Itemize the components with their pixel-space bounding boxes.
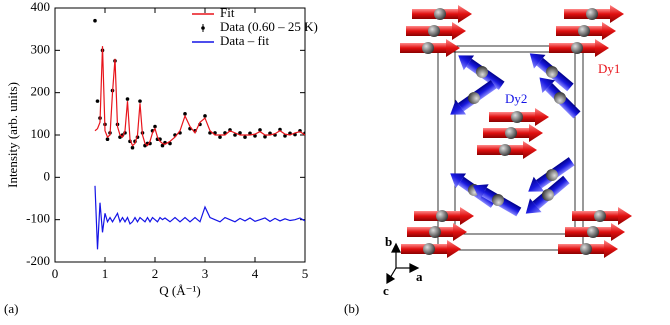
dy1-label: Dy1 [598, 61, 620, 76]
legend-swatch [201, 26, 205, 30]
x-tick-label: 1 [102, 266, 109, 281]
x-tick-label: 0 [52, 266, 59, 281]
chart: -200 -100 0 100 200 300 400 0 1 2 3 4 5 Q (Å⁻¹) Intens… [5, 0, 318, 298]
data-line [94, 46, 305, 147]
x-axis-label: Q (Å⁻¹) [159, 283, 200, 298]
data-point [278, 127, 282, 132]
crystal-structure: Dy1 Dy2 b a c [383, 5, 632, 298]
data-point [263, 134, 267, 139]
data-point [93, 18, 97, 23]
y-tick-label: 100 [31, 126, 51, 141]
dy1-spins [400, 5, 632, 258]
data-point [105, 137, 110, 142]
axis-label: c [383, 283, 389, 298]
data-point [153, 124, 157, 129]
legend-label: Fit [220, 5, 235, 20]
data-point [95, 99, 100, 103]
y-tick-label: 400 [31, 0, 51, 14]
data-point [130, 145, 135, 150]
data-point [125, 97, 130, 101]
data-point [233, 133, 237, 137]
y-tick-label: 0 [44, 168, 51, 183]
data-point [160, 143, 165, 148]
legend-label: Data (0.60 – 25 K) [220, 19, 318, 34]
unit-cell [454, 45, 576, 235]
y-axis-label: Intensity (arb. units) [5, 82, 20, 188]
legend-label: Data – fit [220, 33, 269, 48]
data-point [238, 131, 242, 135]
data-point [248, 131, 252, 136]
axis-triad [386, 242, 420, 285]
axis-label: a [416, 269, 423, 284]
data-point [253, 134, 257, 138]
axis-label: b [385, 234, 392, 249]
x-tick-label: 2 [152, 266, 159, 281]
data-point [203, 114, 207, 118]
x-tick-label: 3 [202, 266, 209, 281]
x-tick-label: 5 [302, 266, 309, 281]
y-tick-label: -200 [26, 253, 50, 268]
y-tick-label: -100 [26, 211, 50, 226]
data-point [183, 112, 187, 116]
y-tick-label: 200 [31, 84, 51, 99]
data-point [218, 135, 222, 139]
data-line [94, 185, 305, 250]
data-point [283, 134, 287, 138]
unit-cell [437, 51, 584, 251]
y-tick-label: 300 [31, 41, 51, 56]
data-point [138, 99, 142, 103]
panel-label: (a) [4, 301, 18, 316]
data-point [243, 135, 247, 139]
data-point [258, 128, 262, 132]
x-tick-label: 4 [252, 266, 259, 281]
panel-label: (b) [344, 301, 359, 316]
dy2-label: Dy2 [505, 91, 527, 106]
